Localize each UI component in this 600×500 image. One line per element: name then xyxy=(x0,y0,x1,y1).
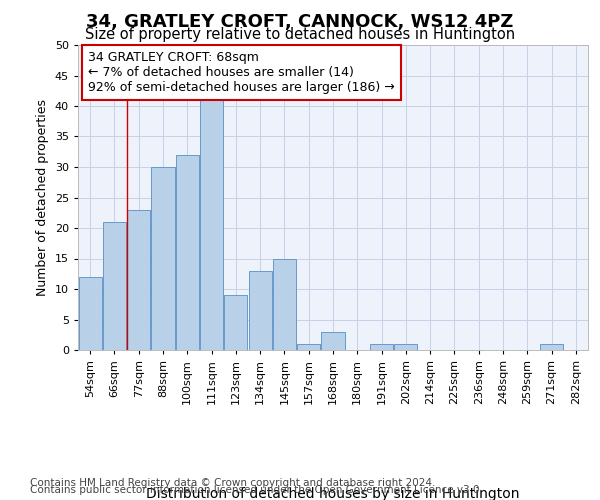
Bar xyxy=(394,344,418,350)
Bar xyxy=(224,295,247,350)
Text: Size of property relative to detached houses in Huntington: Size of property relative to detached ho… xyxy=(85,28,515,42)
Bar xyxy=(103,222,126,350)
Bar xyxy=(79,277,101,350)
Bar xyxy=(273,258,296,350)
X-axis label: Distribution of detached houses by size in Huntington: Distribution of detached houses by size … xyxy=(146,488,520,500)
Y-axis label: Number of detached properties: Number of detached properties xyxy=(36,99,49,296)
Bar xyxy=(127,210,150,350)
Bar xyxy=(248,270,272,350)
Bar xyxy=(176,155,199,350)
Text: 34 GRATLEY CROFT: 68sqm
← 7% of detached houses are smaller (14)
92% of semi-det: 34 GRATLEY CROFT: 68sqm ← 7% of detached… xyxy=(88,51,395,94)
Bar xyxy=(370,344,393,350)
Bar xyxy=(200,100,223,350)
Bar xyxy=(297,344,320,350)
Text: 34, GRATLEY CROFT, CANNOCK, WS12 4PZ: 34, GRATLEY CROFT, CANNOCK, WS12 4PZ xyxy=(86,12,514,30)
Bar xyxy=(540,344,563,350)
Text: Contains HM Land Registry data © Crown copyright and database right 2024.: Contains HM Land Registry data © Crown c… xyxy=(30,478,436,488)
Text: Contains public sector information licensed under the Open Government Licence v3: Contains public sector information licen… xyxy=(30,485,483,495)
Bar xyxy=(322,332,344,350)
Bar xyxy=(151,167,175,350)
